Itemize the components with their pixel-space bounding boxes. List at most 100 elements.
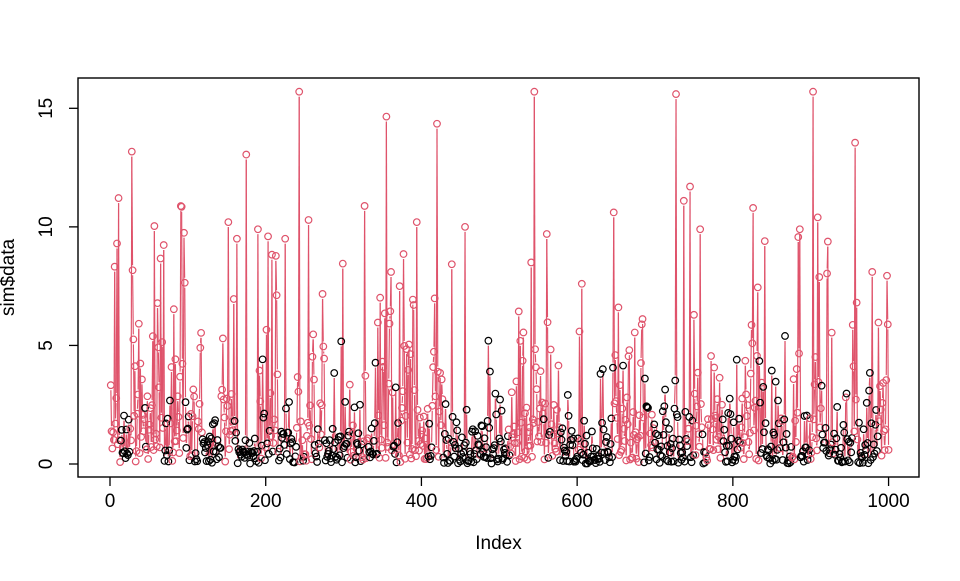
line-segment xyxy=(324,364,325,436)
line-segment xyxy=(376,368,377,450)
line-segment xyxy=(640,368,641,431)
line-segment xyxy=(175,364,176,436)
line-segment xyxy=(180,211,181,372)
line-segment xyxy=(237,244,238,458)
x-tick-label: 0 xyxy=(105,491,116,512)
line-segment xyxy=(547,239,548,317)
y-tick-label: 10 xyxy=(36,216,57,237)
line-segment xyxy=(717,404,718,444)
line-segment xyxy=(137,419,138,446)
x-tick-label: 1000 xyxy=(867,491,909,512)
line-segment xyxy=(684,206,685,457)
line-segment xyxy=(737,365,738,445)
line-segment xyxy=(582,289,583,455)
line-segment xyxy=(805,421,806,443)
line-segment xyxy=(323,299,324,342)
line-segment xyxy=(360,410,361,456)
line-segment xyxy=(277,379,278,446)
line-segment xyxy=(756,361,757,454)
line-segment xyxy=(404,259,405,341)
line-segment xyxy=(643,324,644,412)
line-segment xyxy=(343,269,344,444)
line-segment xyxy=(111,390,112,426)
line-segment xyxy=(264,419,265,456)
line-segment xyxy=(495,399,496,441)
line-segment xyxy=(516,386,517,438)
line-segment xyxy=(389,329,390,379)
x-axis-title: Index xyxy=(475,533,522,554)
line-segment xyxy=(887,281,888,320)
line-segment xyxy=(157,308,158,441)
line-segment xyxy=(268,241,269,448)
line-segment xyxy=(183,238,184,433)
line-segment xyxy=(435,303,436,391)
line-segment xyxy=(405,421,406,454)
line-segment xyxy=(603,374,604,424)
line-segment xyxy=(158,352,159,382)
line-segment xyxy=(437,129,438,367)
x-tick-label: 800 xyxy=(717,491,749,512)
line-segment xyxy=(676,99,677,409)
line-segment xyxy=(822,391,823,430)
line-segment xyxy=(612,373,613,452)
line-segment xyxy=(785,341,786,443)
line-segment xyxy=(386,122,387,438)
line-segment xyxy=(285,244,286,404)
line-segment xyxy=(867,408,868,438)
line-segment xyxy=(759,366,760,398)
line-segment xyxy=(277,300,278,369)
line-segment xyxy=(133,275,134,334)
line-segment xyxy=(132,157,133,266)
line-segment xyxy=(522,366,523,452)
line-segment xyxy=(748,410,749,437)
line-segment xyxy=(773,437,774,455)
line-segment xyxy=(714,373,715,411)
line-segment xyxy=(490,377,491,454)
line-segment xyxy=(512,397,513,432)
line-segment xyxy=(753,213,754,425)
x-tick-label: 400 xyxy=(406,491,438,512)
line-segment xyxy=(534,97,535,345)
y-axis-title: sim$data xyxy=(0,239,19,317)
line-segment xyxy=(400,291,401,457)
line-segment xyxy=(272,260,273,447)
line-segment xyxy=(115,272,116,419)
line-segment xyxy=(151,410,152,442)
line-segment xyxy=(246,160,247,450)
line-segment xyxy=(417,227,418,405)
line-segment xyxy=(309,225,310,421)
line-segment xyxy=(819,282,820,422)
line-segment xyxy=(234,304,235,416)
line-segment xyxy=(334,378,335,437)
line-segment xyxy=(694,320,695,389)
line-segment xyxy=(365,211,366,371)
line-segment xyxy=(813,97,814,415)
line-segment xyxy=(601,428,602,448)
line-segment xyxy=(628,361,629,419)
line-segment xyxy=(800,234,801,452)
line-segment xyxy=(365,381,366,453)
line-segment xyxy=(559,371,560,423)
line-segment xyxy=(197,426,198,456)
line-segment xyxy=(648,413,649,456)
line-segment xyxy=(765,246,766,418)
line-segment xyxy=(393,397,394,441)
line-segment xyxy=(853,330,854,361)
line-segment xyxy=(228,227,229,444)
line-segment xyxy=(814,389,815,414)
line-segment xyxy=(745,366,746,390)
line-segment xyxy=(826,279,827,446)
line-segment xyxy=(301,426,302,452)
line-segment xyxy=(135,371,136,456)
line-segment xyxy=(551,354,552,419)
line-segment xyxy=(192,421,193,450)
x-tick-label: 200 xyxy=(250,491,282,512)
line-segment xyxy=(299,97,300,457)
line-segment xyxy=(412,305,413,444)
line-segment xyxy=(751,330,752,369)
line-segment xyxy=(580,337,581,436)
line-segment xyxy=(520,346,521,418)
line-segment xyxy=(276,261,277,290)
